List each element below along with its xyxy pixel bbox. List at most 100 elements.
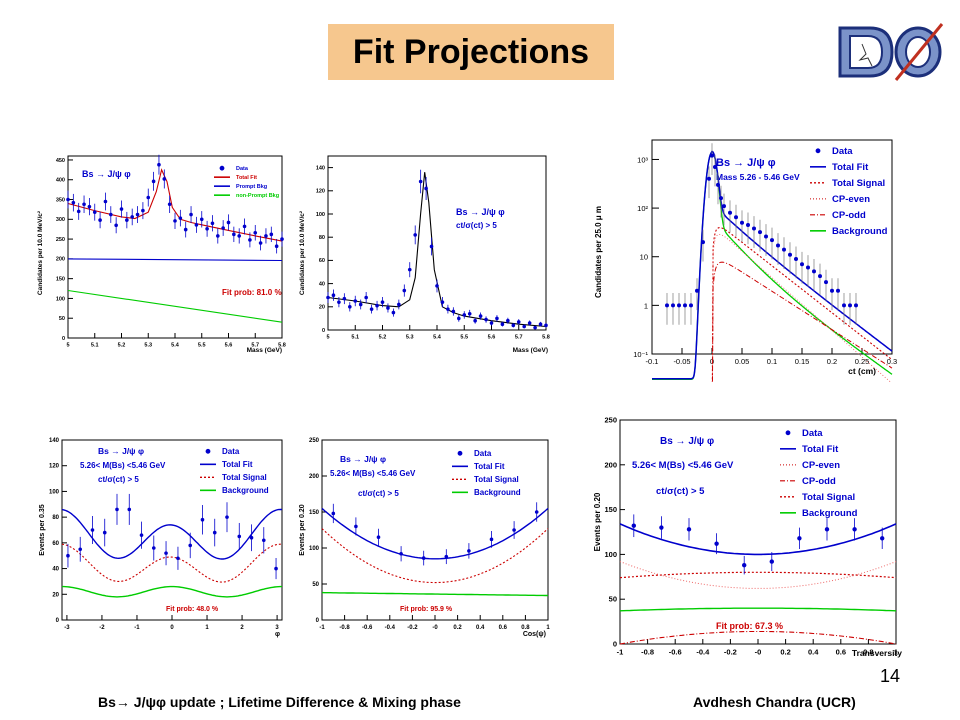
data-point bbox=[665, 303, 669, 308]
legend-entry: Total Fit bbox=[802, 444, 839, 455]
y-tick-label: 0 bbox=[322, 328, 325, 334]
x-tick-label: 0.4 bbox=[808, 648, 819, 657]
x-tick-label: -0.2 bbox=[407, 625, 418, 631]
footer-author: Avdhesh Chandra (UCR) bbox=[693, 694, 856, 710]
data-point bbox=[462, 313, 467, 317]
x-tick-label: 5.7 bbox=[251, 343, 259, 349]
data-point bbox=[413, 233, 417, 237]
data-point bbox=[258, 241, 263, 245]
y-tick-label: 20 bbox=[319, 305, 325, 311]
data-point bbox=[444, 554, 449, 559]
data-point bbox=[429, 244, 434, 249]
data-point bbox=[797, 536, 802, 541]
data-point bbox=[337, 300, 341, 304]
y-tick-label: 350 bbox=[56, 197, 65, 203]
data-point bbox=[280, 237, 284, 241]
data-point bbox=[102, 530, 107, 535]
data-point bbox=[237, 534, 242, 539]
legend-entry: Total Signal bbox=[474, 475, 519, 484]
data-point bbox=[130, 215, 134, 219]
data-point bbox=[677, 303, 681, 308]
data-point bbox=[87, 204, 92, 209]
data-point bbox=[631, 523, 636, 528]
data-point bbox=[478, 314, 483, 318]
x-tick-label: 0.25 bbox=[855, 357, 870, 366]
data-point bbox=[818, 274, 822, 279]
x-tick-label: 5.2 bbox=[118, 343, 126, 349]
cospsi-fit-plot: Bs → J/ψ φ 5.26< M(Bs) <5.46 GeV ct/σ(ct… bbox=[296, 430, 558, 642]
legend-entry: Background bbox=[474, 488, 521, 497]
data-point bbox=[522, 324, 526, 329]
y-tick-label: 50 bbox=[312, 582, 319, 588]
decay-label: Bs → J/ψ φ bbox=[98, 446, 144, 456]
data-point bbox=[232, 232, 236, 237]
fit-prob-label: Fit prob: 48.0 % bbox=[166, 606, 219, 613]
transversity-fit-plot: Bs → J/ψ φ 5.26< M(Bs) <5.46 GeV ct/σ(ct… bbox=[592, 412, 910, 660]
data-point bbox=[764, 234, 768, 239]
y-tick-label: 10³ bbox=[637, 155, 648, 164]
cp-odd-curve bbox=[619, 630, 897, 645]
legend-entry: Total Fit bbox=[222, 460, 253, 469]
mass-window-label: Mass 5.26 - 5.46 GeV bbox=[716, 172, 800, 182]
legend-entry: Total Signal bbox=[222, 473, 267, 482]
fit-prob-label: Fit prob: 95.9 % bbox=[400, 606, 453, 613]
data-point bbox=[722, 204, 726, 209]
data-point bbox=[78, 547, 83, 552]
data-point bbox=[237, 234, 241, 238]
mass-window-label: 5.26< M(Bs) <5.46 GeV bbox=[330, 469, 416, 478]
x-tick-label: 5.1 bbox=[91, 343, 99, 349]
data-point bbox=[836, 288, 840, 293]
x-tick-label: 1 bbox=[894, 648, 898, 657]
y-tick-label: 0 bbox=[62, 336, 65, 342]
legend-entry: Total Fit bbox=[474, 462, 505, 471]
slide-title-box: Fit Projections bbox=[328, 24, 614, 80]
data-point bbox=[686, 527, 692, 532]
x-tick-label: -0.4 bbox=[385, 625, 396, 631]
x-tick-label: 5.7 bbox=[515, 335, 523, 341]
legend-entry: Prompt Bkg bbox=[236, 184, 267, 190]
data-point bbox=[421, 556, 426, 560]
total-signal-curve bbox=[61, 543, 282, 583]
y-tick-label: 120 bbox=[316, 189, 325, 195]
data-point bbox=[714, 541, 719, 546]
x-tick-label: 0.8 bbox=[521, 625, 530, 631]
data-point bbox=[274, 244, 279, 249]
data-point bbox=[167, 202, 172, 207]
y-tick-label: 140 bbox=[49, 438, 60, 444]
y-tick-label: 250 bbox=[56, 237, 65, 243]
data-point bbox=[353, 299, 358, 303]
data-point bbox=[399, 551, 403, 556]
data-point bbox=[348, 305, 352, 309]
data-point bbox=[326, 295, 330, 300]
x-tick-label: -2 bbox=[99, 625, 105, 631]
y-tick-label: 0 bbox=[56, 618, 60, 624]
data-point bbox=[358, 302, 363, 307]
slide-title: Fit Projections bbox=[352, 32, 590, 71]
data-point bbox=[842, 303, 846, 308]
data-point bbox=[440, 300, 445, 304]
legend-entry: Total Signal bbox=[832, 178, 885, 189]
y-tick-label: 400 bbox=[56, 178, 65, 184]
x-tick-label: 0.6 bbox=[499, 625, 508, 631]
legend-entry: Data bbox=[222, 447, 240, 456]
y-axis-label: Candidates per 10.0 MeV/c² bbox=[37, 210, 44, 295]
legend-entry: CP-odd bbox=[802, 476, 836, 487]
data-point bbox=[109, 212, 113, 217]
data-point bbox=[114, 223, 118, 228]
data-point bbox=[752, 226, 756, 231]
data-point bbox=[824, 280, 828, 285]
legend-entry: CP-odd bbox=[832, 210, 866, 221]
legend-marker bbox=[815, 148, 821, 154]
x-tick-label: 0.4 bbox=[476, 625, 485, 631]
legend-entry: Background bbox=[222, 486, 269, 495]
data-point bbox=[527, 321, 532, 325]
data-point bbox=[728, 210, 732, 215]
data-point bbox=[740, 220, 744, 225]
data-point bbox=[683, 303, 687, 308]
data-point bbox=[178, 216, 183, 220]
data-point bbox=[854, 303, 858, 308]
y-tick-label: 100 bbox=[316, 212, 325, 218]
data-point bbox=[364, 295, 368, 300]
legend-entry: CP-even bbox=[802, 460, 840, 471]
y-tick-label: 250 bbox=[604, 416, 617, 425]
